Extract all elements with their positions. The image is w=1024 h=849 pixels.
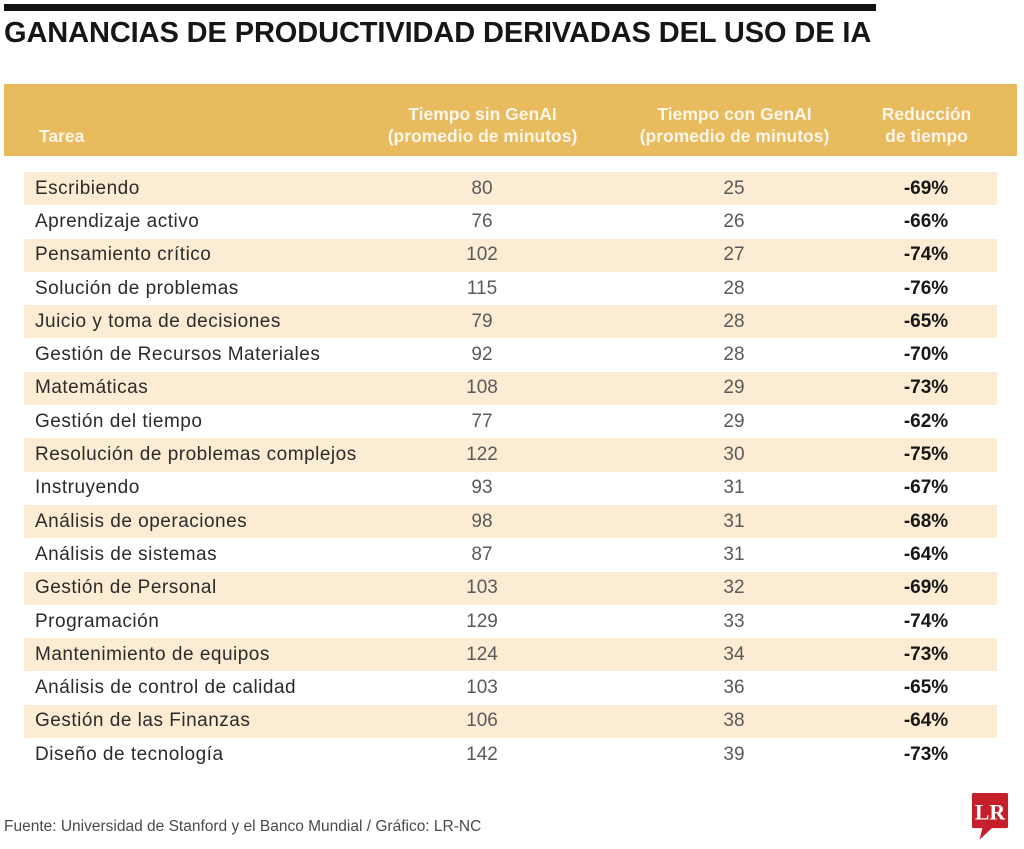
svg-text:LR: LR: [975, 801, 1006, 825]
